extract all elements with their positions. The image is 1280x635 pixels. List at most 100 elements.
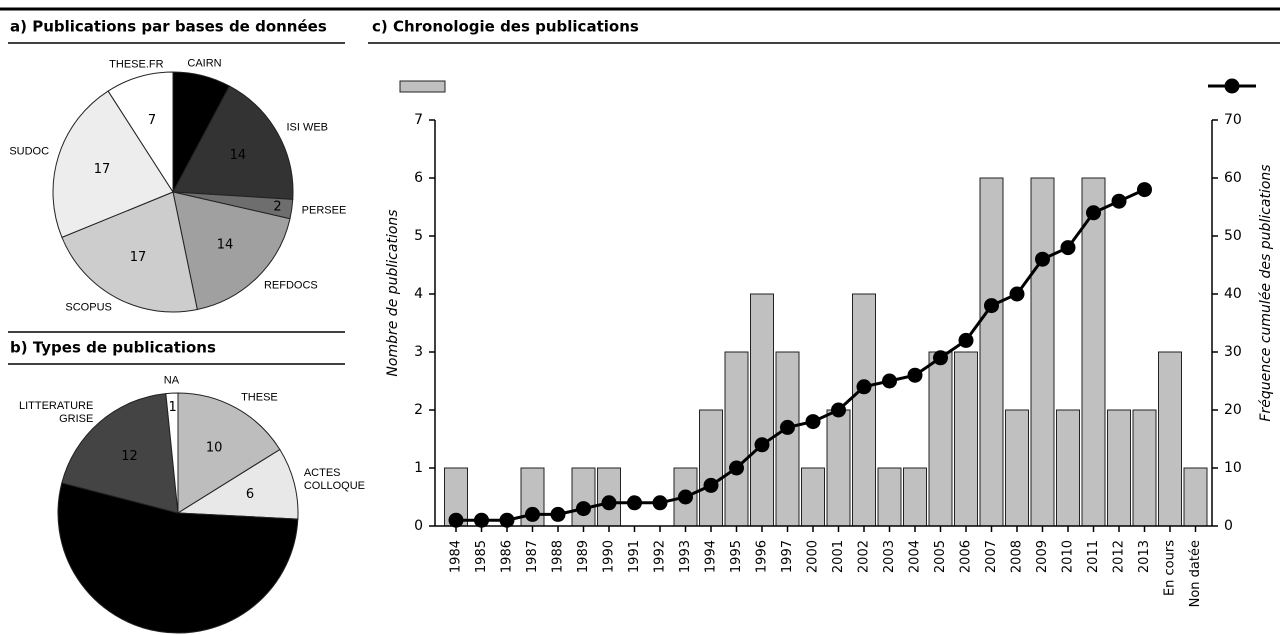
y2-tick-label: 10 bbox=[1224, 460, 1242, 476]
bar bbox=[852, 293, 876, 527]
bar bbox=[801, 467, 825, 527]
slice-value: 33 bbox=[158, 579, 175, 594]
slice-label: ACTES COLLOQUE bbox=[303, 466, 365, 492]
slice-label: NA bbox=[163, 374, 180, 387]
line-marker bbox=[729, 460, 744, 476]
slice-label: CAIRN bbox=[187, 57, 222, 70]
x-tick-label: 1994 bbox=[704, 540, 719, 573]
line-marker bbox=[576, 501, 591, 517]
line-marker bbox=[984, 298, 999, 314]
y2-tick-label: 40 bbox=[1224, 286, 1242, 302]
line-marker bbox=[499, 512, 515, 528]
x-tick-label: En cours bbox=[1163, 540, 1178, 596]
y-axis-title: Nombre de publications bbox=[385, 209, 401, 376]
slice-value: 10 bbox=[206, 440, 223, 455]
line-marker bbox=[1009, 286, 1025, 302]
slice-value: 12 bbox=[121, 449, 138, 464]
x-tick-label: 2004 bbox=[908, 540, 923, 573]
line-marker bbox=[958, 332, 974, 348]
bar bbox=[979, 177, 1004, 527]
slice-label: THESE.FR bbox=[109, 58, 164, 71]
bar bbox=[1030, 177, 1055, 527]
line-marker bbox=[780, 419, 795, 435]
slice-value: 1 bbox=[169, 400, 177, 415]
x-tick-label: 1990 bbox=[602, 540, 617, 573]
line-marker bbox=[525, 506, 540, 522]
chart-title: a) Publications par bases de données bbox=[10, 18, 327, 36]
x-tick-label: 2000 bbox=[806, 540, 821, 573]
slice-label: PERSEE bbox=[301, 204, 347, 217]
x-tick-label: 2007 bbox=[984, 540, 999, 573]
pie-slice bbox=[52, 90, 174, 239]
y-tick-label: 1 bbox=[414, 460, 423, 476]
slice-value: 7 bbox=[148, 113, 156, 128]
bar bbox=[1183, 467, 1208, 527]
y-tick-label: 4 bbox=[414, 286, 423, 302]
x-tick-label: 2002 bbox=[857, 540, 872, 573]
chart-title: c) Chronologie des publications bbox=[372, 18, 639, 36]
bar bbox=[1005, 409, 1029, 527]
line-marker bbox=[448, 512, 464, 528]
slice-label: LITTERATURE GRISE bbox=[18, 399, 94, 425]
slice-value: 2 bbox=[273, 200, 281, 215]
line-marker bbox=[805, 414, 821, 430]
x-tick-label: 2003 bbox=[882, 540, 897, 573]
line-marker bbox=[1035, 251, 1050, 267]
y2-tick-label: 0 bbox=[1224, 518, 1233, 534]
y-tick-label: 2 bbox=[414, 402, 423, 418]
slice-label: SCOPUS bbox=[65, 301, 112, 314]
x-tick-label: 2008 bbox=[1010, 540, 1025, 573]
y-tick-label: 5 bbox=[414, 228, 423, 244]
x-tick-label: 2011 bbox=[1086, 540, 1101, 573]
y-tick-label: 0 bbox=[414, 518, 423, 534]
line-marker bbox=[1137, 182, 1152, 198]
line-marker bbox=[856, 379, 872, 395]
bar bbox=[1081, 177, 1106, 527]
y2-tick-label: 20 bbox=[1224, 402, 1242, 418]
bar bbox=[699, 409, 723, 527]
line-marker bbox=[754, 437, 770, 453]
x-tick-label: 1993 bbox=[678, 540, 693, 573]
x-tick-label: 1991 bbox=[627, 540, 642, 573]
line-marker bbox=[550, 506, 566, 522]
line-marker bbox=[474, 512, 489, 528]
x-tick-label: 1997 bbox=[780, 540, 795, 573]
line-marker bbox=[882, 373, 897, 389]
y-tick-label: 6 bbox=[414, 170, 423, 186]
slice-label: SUDOC bbox=[9, 145, 50, 158]
pie-slice bbox=[172, 191, 291, 311]
bar bbox=[1132, 409, 1157, 527]
x-tick-label: Non datée bbox=[1188, 540, 1203, 607]
x-tick-label: 1987 bbox=[525, 540, 540, 573]
pie-slice bbox=[172, 85, 294, 200]
line-marker bbox=[1111, 193, 1127, 209]
y2-tick-label: 30 bbox=[1224, 344, 1242, 360]
bar bbox=[1107, 409, 1131, 527]
slice-value: 17 bbox=[130, 250, 147, 265]
x-tick-label: 2012 bbox=[1112, 540, 1127, 573]
line-marker bbox=[601, 495, 617, 511]
bar bbox=[775, 351, 800, 527]
bar bbox=[954, 351, 978, 527]
x-tick-label: 1984 bbox=[449, 540, 464, 573]
y-tick-label: 7 bbox=[414, 112, 423, 128]
bar bbox=[571, 467, 596, 527]
y2-axis-title: Fréquence cumulée des publications bbox=[1258, 164, 1274, 421]
slice-label: REFDOCS bbox=[263, 279, 318, 292]
line-marker bbox=[831, 402, 846, 418]
slice-value: 6 bbox=[187, 112, 195, 127]
pie-slice bbox=[177, 392, 281, 514]
bar bbox=[903, 467, 927, 527]
slice-label: THESE bbox=[241, 391, 278, 404]
bar bbox=[826, 409, 851, 527]
slice-value: 14 bbox=[217, 238, 234, 253]
bar bbox=[724, 351, 749, 527]
chart-title: b) Types de publications bbox=[10, 339, 216, 357]
bar bbox=[1158, 351, 1182, 527]
line-marker bbox=[627, 495, 642, 511]
x-tick-label: 2006 bbox=[959, 540, 974, 573]
x-tick-label: 1989 bbox=[576, 540, 591, 573]
y-tick-label: 3 bbox=[414, 344, 423, 360]
bar bbox=[750, 293, 774, 527]
